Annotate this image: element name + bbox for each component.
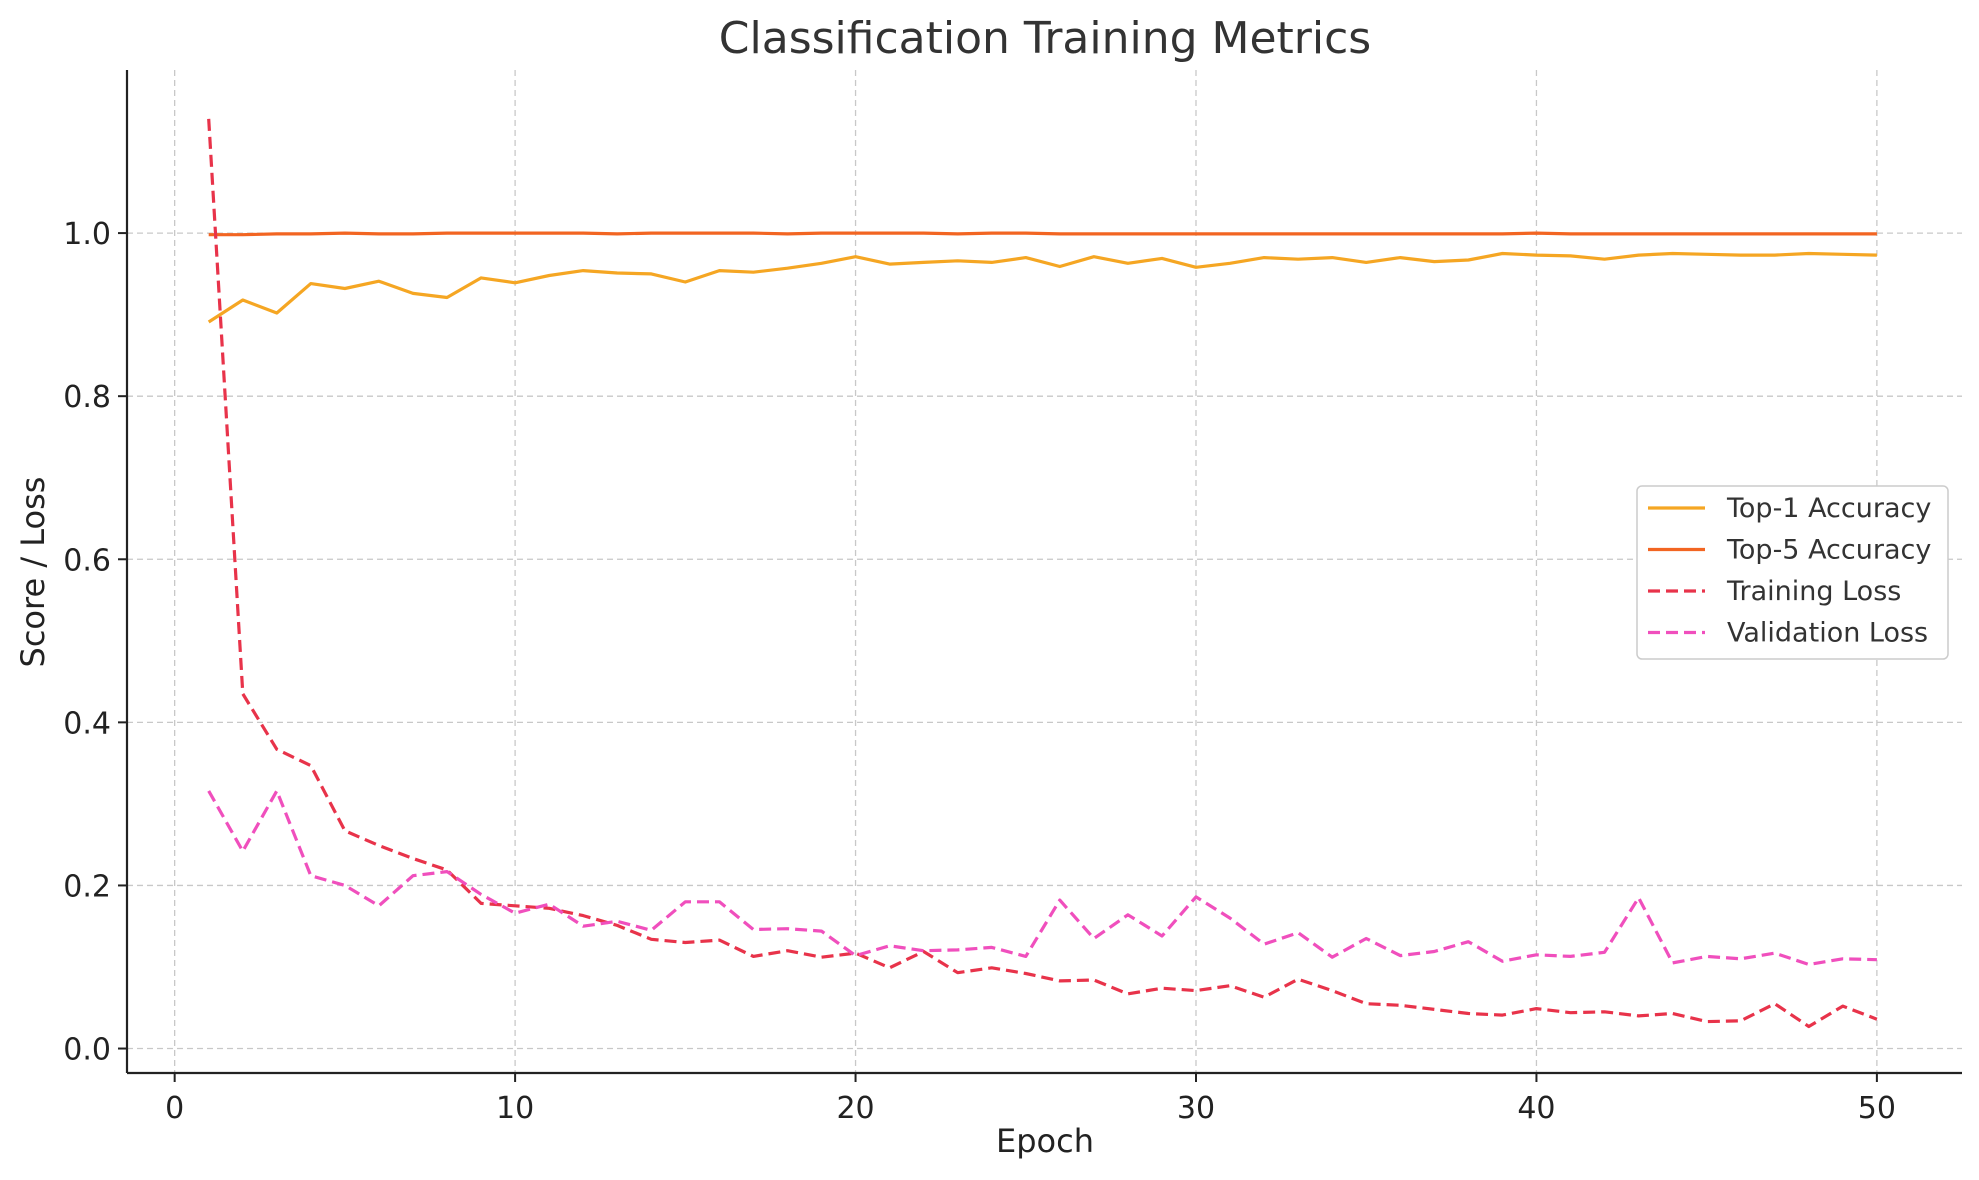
legend-label-top-5-accuracy: Top-5 Accuracy — [1726, 535, 1931, 566]
legend-label-validation-loss: Validation Loss — [1727, 618, 1928, 649]
legend: Top-1 Accuracy Top-5 Accuracy Training Los… — [1636, 485, 1949, 660]
axes-layer — [125, 70, 1962, 1075]
y-axis-label: Score / Loss — [14, 477, 52, 668]
legend-label-top-1-accuracy: Top-1 Accuracy — [1726, 493, 1931, 524]
series-line-validation-loss — [207, 789, 1877, 967]
y-tick-label: 0.0 — [63, 1033, 111, 1068]
y-tick-label: 0.8 — [63, 380, 111, 415]
x-tick-label: 30 — [1177, 1091, 1215, 1126]
y-tick-label: 0.2 — [63, 869, 111, 904]
ticks-layer: 0 10 20 30 40 50 0.0 0.2 0.4 0.6 0.8 1.0 — [63, 217, 1896, 1126]
series-line-top-1-accuracy — [207, 251, 1877, 324]
chart-title: Classification Training Metrics — [719, 13, 1371, 64]
legend-label-training-loss: Training Loss — [1726, 576, 1901, 607]
series-layer — [207, 118, 1878, 1029]
x-tick-label: 50 — [1858, 1091, 1896, 1126]
legend-box — [1636, 485, 1949, 660]
x-axis-label: Epoch — [996, 1122, 1094, 1160]
x-tick-label: 0 — [165, 1091, 184, 1126]
y-tick-label: 0.6 — [63, 543, 111, 578]
series-line-training-loss — [207, 118, 1878, 1029]
x-tick-label: 40 — [1517, 1091, 1555, 1126]
x-tick-label: 10 — [496, 1091, 534, 1126]
series-line-top-5-accuracy — [208, 231, 1877, 237]
y-tick-label: 0.4 — [63, 706, 111, 741]
x-tick-label: 20 — [836, 1091, 874, 1126]
y-tick-label: 1.0 — [63, 217, 111, 252]
